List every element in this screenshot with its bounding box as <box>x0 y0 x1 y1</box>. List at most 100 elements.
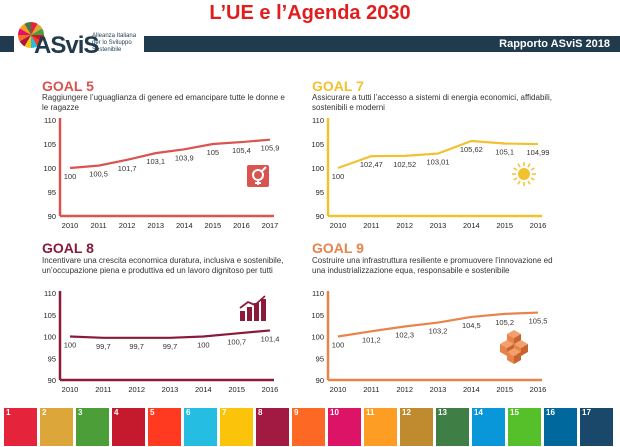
sdg-tile-12: 12 <box>400 408 433 446</box>
sdg-number: 2 <box>42 408 47 417</box>
data-label: 104,99 <box>527 148 550 157</box>
y-tick-label: 90 <box>48 212 56 221</box>
x-tick-label: 2016 <box>262 385 279 394</box>
series-line <box>337 311 539 338</box>
goal5-desc: Raggiungere l’uguaglianza di genere ed e… <box>42 93 285 112</box>
y-tick-label: 110 <box>44 116 56 125</box>
data-label: 105,4 <box>232 146 251 155</box>
logo-word: ASviS <box>34 32 99 59</box>
y-tick-label: 110 <box>312 289 324 298</box>
sdg-number: 5 <box>150 408 155 417</box>
sdg-number: 14 <box>474 408 483 417</box>
x-tick-label: 2013 <box>430 221 447 230</box>
report-label: Rapporto ASviS 2018 <box>499 38 610 50</box>
cubes-icon <box>500 330 528 364</box>
data-label: 100 <box>64 172 77 181</box>
sdg-tile-3: 3 <box>76 408 109 446</box>
data-label: 105,1 <box>495 148 514 157</box>
goal9-title: GOAL 9 <box>312 240 364 256</box>
x-tick-label: 2011 <box>363 385 379 394</box>
sdg-number: 4 <box>114 408 119 417</box>
series-line <box>69 329 271 339</box>
y-tick-label: 105 <box>43 311 56 320</box>
sdg-tile-4: 4 <box>112 408 145 446</box>
data-label: 102,52 <box>393 160 416 169</box>
series-line <box>337 139 539 170</box>
sdg-number: 15 <box>510 408 519 417</box>
goal8-chart: 90 95 100 105 110 2010 2011 2012 2013 2014 2015 201… <box>43 289 280 394</box>
sdg-number: 12 <box>402 408 411 417</box>
sdg-number: 13 <box>438 408 447 417</box>
x-tick-label: 2010 <box>330 385 347 394</box>
y-tick-label: 95 <box>316 188 324 197</box>
header-banner <box>0 36 620 52</box>
sdg-number: 1 <box>6 408 11 417</box>
sdg-number: 17 <box>582 408 591 417</box>
y-tick-label: 100 <box>311 333 324 342</box>
goal8-title: GOAL 8 <box>42 240 94 256</box>
x-tick-label: 2011 <box>363 221 379 230</box>
data-label: 102,3 <box>395 330 414 339</box>
x-tick-label: 2016 <box>530 385 547 394</box>
sdg-number: 11 <box>366 408 375 417</box>
sdg-number: 10 <box>330 408 339 417</box>
sdg-tile-2: 2 <box>40 408 73 446</box>
sdg-tile-17: 17 <box>580 408 613 446</box>
series-line <box>69 138 271 170</box>
data-label: 101,4 <box>261 334 280 343</box>
x-tick-label: 2015 <box>205 221 222 230</box>
data-label: 105 <box>207 148 220 157</box>
y-tick-label: 100 <box>311 164 324 173</box>
goal5-chart: 90 95 100 105 110 2010 2011 2012 2013 2014 2015 201… <box>43 116 280 230</box>
logo-ring-icon <box>18 22 44 48</box>
x-tick-label: 2012 <box>396 385 413 394</box>
data-label: 102,47 <box>360 160 383 169</box>
y-tick-label: 90 <box>316 212 324 221</box>
logo-subtitle: Alleanza Italiana per lo Sviluppo Sosten… <box>92 33 137 53</box>
gender-equality-icon <box>247 165 269 187</box>
data-label: 103,2 <box>429 327 448 336</box>
goal5-title: GOAL 5 <box>42 78 94 94</box>
y-tick-label: 95 <box>316 354 324 363</box>
data-label: 100,7 <box>227 337 246 346</box>
data-label: 103,1 <box>146 157 165 166</box>
data-label: 100 <box>64 341 77 350</box>
sdg-tile-9: 9 <box>292 408 325 446</box>
data-label: 101,7 <box>118 164 137 173</box>
data-label: 99,7 <box>163 342 178 351</box>
data-label: 104,5 <box>462 321 481 330</box>
x-tick-label: 2015 <box>496 385 513 394</box>
y-tick-label: 100 <box>43 164 56 173</box>
y-tick-label: 90 <box>48 376 56 385</box>
data-label: 99,7 <box>129 342 144 351</box>
data-label: 100 <box>197 341 210 350</box>
sdg-tile-15: 15 <box>508 408 541 446</box>
x-tick-label: 2014 <box>176 221 193 230</box>
sdg-number: 8 <box>258 408 263 417</box>
x-tick-label: 2013 <box>162 385 179 394</box>
data-label: 100,5 <box>89 170 108 179</box>
sdg-number: 3 <box>78 408 83 417</box>
sdg-number: 6 <box>186 408 191 417</box>
x-tick-label: 2016 <box>233 221 250 230</box>
x-tick-label: 2010 <box>62 221 79 230</box>
x-tick-label: 2012 <box>128 385 145 394</box>
x-tick-label: 2014 <box>195 385 212 394</box>
goal7-chart: 90 95 100 105 110 2010 2011 2012 2013 2014 2015 201… <box>311 116 550 230</box>
sdg-number: 16 <box>546 408 555 417</box>
x-tick-label: 2015 <box>496 221 513 230</box>
data-label: 105,9 <box>261 144 280 153</box>
x-tick-label: 2013 <box>430 385 447 394</box>
sdg-tile-11: 11 <box>364 408 397 446</box>
data-label: 105,2 <box>495 318 514 327</box>
sdg-tile-16: 16 <box>544 408 577 446</box>
y-tick-label: 105 <box>311 140 324 149</box>
data-label: 105,62 <box>460 145 483 154</box>
y-tick-label: 105 <box>311 311 324 320</box>
x-tick-label: 2015 <box>228 385 245 394</box>
data-label: 101,2 <box>362 335 381 344</box>
sdg-tile-13: 13 <box>436 408 469 446</box>
sdg-tile-1: 1 <box>4 408 37 446</box>
data-label: 100 <box>332 172 345 181</box>
sdg-number: 9 <box>294 408 299 417</box>
